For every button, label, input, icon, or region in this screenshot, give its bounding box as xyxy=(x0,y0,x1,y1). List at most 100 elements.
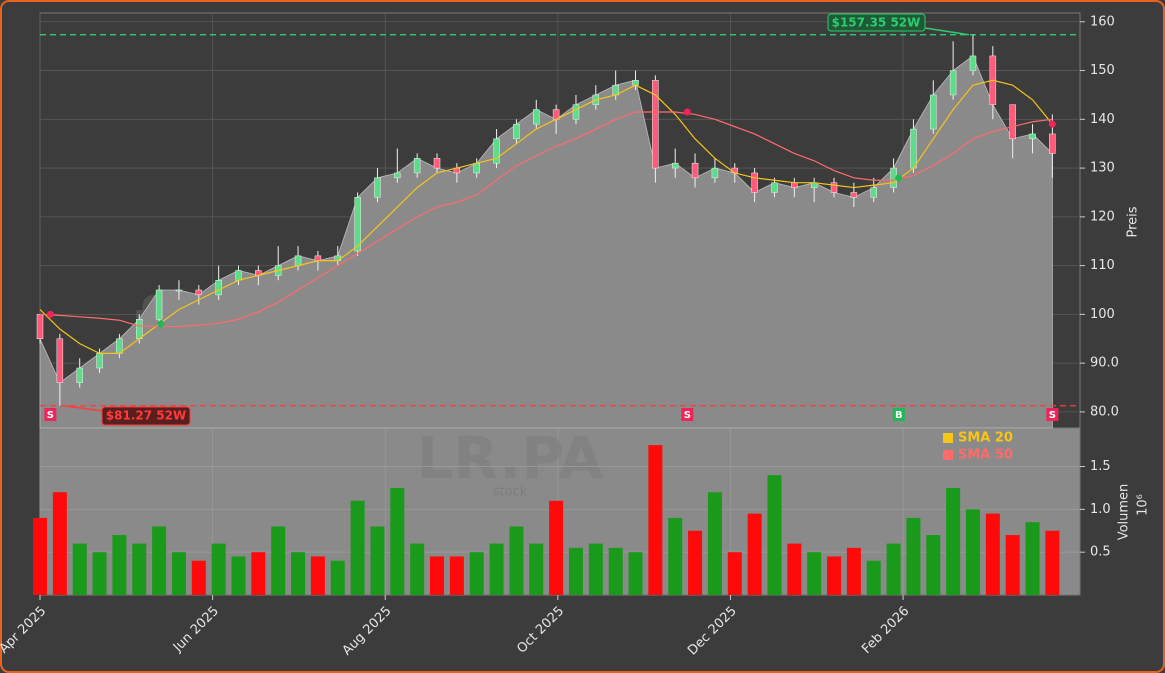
volume-bar xyxy=(985,513,1000,595)
y-tick-label: 100 xyxy=(1090,307,1115,322)
candle-body xyxy=(771,182,778,193)
y-tick-label: 130 xyxy=(1090,161,1115,176)
legend-swatch xyxy=(943,450,953,460)
volume-bar xyxy=(370,526,385,595)
candle-body xyxy=(652,80,659,169)
candle-body xyxy=(433,158,441,169)
y-axis-label: Preis xyxy=(1126,206,1141,237)
low-arrow xyxy=(63,404,104,412)
legend-label: SMA 20 xyxy=(958,431,1013,446)
candle-body xyxy=(76,367,83,383)
volume-bar xyxy=(588,543,603,595)
candle-body xyxy=(314,255,322,261)
candle-body xyxy=(235,270,242,281)
volume-bar xyxy=(787,543,802,595)
volume-bar xyxy=(469,552,484,595)
volume-bar xyxy=(608,547,623,595)
y-tick-label: 1.0 xyxy=(1090,502,1111,517)
candle-body xyxy=(572,104,580,120)
high-label: $157.35 52W xyxy=(832,16,921,30)
low-label-box xyxy=(101,406,191,426)
volume-bar xyxy=(449,556,464,595)
signal-label: B xyxy=(895,410,903,421)
volume-bar xyxy=(668,517,683,595)
low-label: $81.27 52W xyxy=(106,409,186,423)
candle-body xyxy=(473,162,480,174)
volume-bar xyxy=(33,517,47,595)
volume-bar xyxy=(767,475,782,595)
volume-bar xyxy=(231,556,246,595)
volume-bar xyxy=(251,552,266,595)
volume-bar xyxy=(310,556,325,595)
candle-body xyxy=(1009,104,1016,140)
candle-body xyxy=(930,94,937,130)
candle-body xyxy=(751,172,758,193)
signal-box xyxy=(892,408,905,421)
volume-bar xyxy=(132,543,147,595)
candle-body xyxy=(1049,133,1056,154)
volume-bar xyxy=(946,487,961,595)
y-tick-label: 90.0 xyxy=(1090,356,1119,371)
signal-dot xyxy=(895,174,903,182)
signal-dot xyxy=(157,320,165,328)
volume-bar xyxy=(549,500,564,595)
candle-body xyxy=(830,182,838,193)
candle-body xyxy=(910,128,917,169)
volume-bar xyxy=(390,487,405,595)
volume-bar xyxy=(688,530,703,595)
signal-dot xyxy=(1048,120,1056,128)
volume-bar xyxy=(1005,535,1020,595)
volume-bar xyxy=(529,543,544,595)
volume-bar xyxy=(509,526,524,595)
y-tick-label: 140 xyxy=(1090,112,1115,127)
watermark-sub: stock xyxy=(493,485,528,500)
volume-bar xyxy=(906,517,921,595)
volume-bar xyxy=(271,526,286,595)
candle-body xyxy=(413,158,421,174)
candle-body xyxy=(949,70,957,96)
legend-label: SMA 50 xyxy=(958,448,1013,463)
candle-body xyxy=(533,109,540,125)
sma-line xyxy=(39,79,1053,354)
signal-label: S xyxy=(1049,410,1056,421)
volume-bar xyxy=(926,535,941,595)
candle-body xyxy=(195,289,203,296)
price-layer: 80.090.0100110120130140150160forexsignal… xyxy=(36,13,1141,429)
candle-body xyxy=(136,319,143,340)
volume-bar xyxy=(191,560,206,595)
volume-bar xyxy=(350,500,365,595)
high-arrow xyxy=(924,27,970,36)
y-tick-label: 120 xyxy=(1090,209,1115,224)
candle-body xyxy=(791,182,798,188)
signal-box xyxy=(44,408,57,421)
volume-bar xyxy=(965,509,980,595)
candle-body xyxy=(155,289,163,320)
candle-body xyxy=(850,192,858,198)
volume-bar xyxy=(827,556,842,595)
y-tick-label: 150 xyxy=(1090,63,1115,78)
volume-bar xyxy=(171,552,186,595)
candle-body xyxy=(56,338,64,383)
y-axis-label: Volumen xyxy=(1117,484,1132,541)
volume-bar xyxy=(430,556,445,595)
y-tick-label: 1.5 xyxy=(1090,459,1111,474)
volume-bar xyxy=(72,543,87,595)
y-tick-label: 80.0 xyxy=(1090,404,1119,419)
volume-bar xyxy=(628,552,643,595)
candle-body xyxy=(36,314,44,340)
signal-label: S xyxy=(47,410,54,421)
volume-bar xyxy=(1025,522,1040,595)
watermark: LR.PA xyxy=(417,424,604,492)
volume-bar xyxy=(112,535,127,595)
candle-body xyxy=(215,279,222,296)
legend-swatch xyxy=(943,433,953,443)
volume-bar xyxy=(330,560,345,595)
candle-body xyxy=(691,162,699,179)
candle-body xyxy=(1029,133,1036,140)
volume-bar xyxy=(707,492,722,595)
y-axis-multiplier: 10⁶ xyxy=(1136,494,1151,516)
signal-box xyxy=(1046,408,1059,421)
volume-bar xyxy=(92,552,107,595)
signal-dot xyxy=(683,108,691,116)
